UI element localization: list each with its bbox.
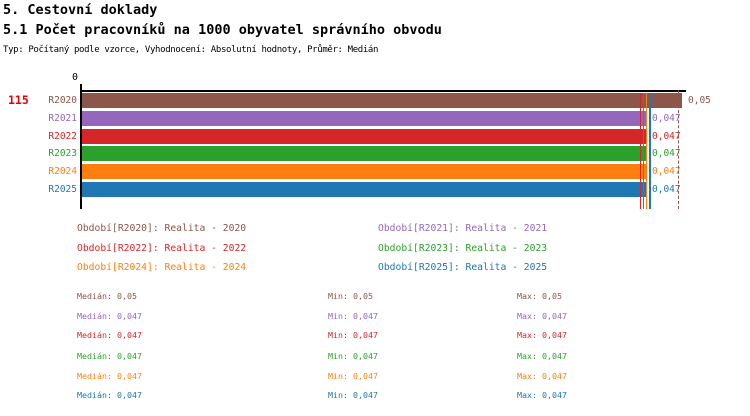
stat-median: Medián: 0,047 bbox=[77, 311, 142, 321]
bar bbox=[82, 128, 646, 144]
bar-category-label: R2021 bbox=[48, 112, 77, 124]
y-axis-line bbox=[80, 84, 82, 209]
marker-line bbox=[643, 93, 644, 209]
stat-median: Medián: 0,047 bbox=[77, 371, 142, 381]
legend-item: Období[R2022]: Realita - 2022 bbox=[77, 243, 247, 254]
bar-row: R2023 0,047 bbox=[0, 146, 750, 162]
axis-zero-tick-label: 0 bbox=[71, 72, 79, 83]
bar-category-label: R2022 bbox=[48, 130, 77, 142]
marker-line bbox=[649, 93, 651, 209]
legend-item: Období[R2023]: Realita - 2023 bbox=[378, 243, 548, 254]
stat-max: Max: 0,047 bbox=[517, 330, 567, 340]
stat-median: Medián: 0,047 bbox=[77, 330, 142, 340]
chart-meta-line: Typ: Počítaný podle vzorce, Vyhodnocení:… bbox=[3, 45, 379, 55]
stat-min: Min: 0,047 bbox=[328, 330, 378, 340]
stat-max: Max: 0,047 bbox=[517, 351, 567, 361]
bar-value-label: 0,047 bbox=[652, 112, 681, 124]
section-title: 5. Cestovní doklady bbox=[3, 2, 158, 18]
marker-line bbox=[646, 93, 647, 209]
stat-max: Max: 0,05 bbox=[517, 291, 562, 301]
stat-median: Medián: 0,05 bbox=[77, 291, 137, 301]
x-axis-line bbox=[80, 90, 686, 92]
stat-min: Min: 0,047 bbox=[328, 311, 378, 321]
bar-category-label: R2020 bbox=[48, 95, 77, 106]
bar-row: R2020 0,05 bbox=[0, 93, 750, 108]
bar-value-label: 0,047 bbox=[652, 130, 681, 142]
bar bbox=[82, 146, 646, 162]
stat-min: Min: 0,05 bbox=[328, 291, 373, 301]
bar-row: R2021 0,047 bbox=[0, 110, 750, 126]
bar-category-label: R2025 bbox=[48, 184, 77, 195]
bar bbox=[82, 164, 646, 180]
stat-median: Medián: 0,047 bbox=[77, 351, 142, 361]
legend-item: Období[R2020]: Realita - 2020 bbox=[77, 223, 247, 234]
row-count-annotation: 115 bbox=[8, 93, 29, 107]
bar-row: R2025 0,047 bbox=[0, 182, 750, 197]
bar-value-label: 0,047 bbox=[652, 184, 681, 195]
marker-line bbox=[678, 90, 679, 209]
bar-value-label: 0,047 bbox=[652, 166, 681, 178]
stat-max: Max: 0,047 bbox=[517, 311, 567, 321]
stat-median: Medián: 0,047 bbox=[77, 390, 142, 400]
legend-item: Období[R2024]: Realita - 2024 bbox=[77, 262, 247, 273]
bar-row: R2022 0,047 bbox=[0, 128, 750, 144]
bar-category-label: R2023 bbox=[48, 148, 77, 160]
bar bbox=[82, 110, 646, 126]
marker-line bbox=[640, 93, 641, 209]
stat-min: Min: 0,047 bbox=[328, 371, 378, 381]
legend-item: Období[R2025]: Realita - 2025 bbox=[378, 262, 548, 273]
bar bbox=[82, 93, 682, 108]
bar-category-label: R2024 bbox=[48, 166, 77, 178]
stat-max: Max: 0,047 bbox=[517, 371, 567, 381]
chart-title: 5.1 Počet pracovníků na 1000 obyvatel sp… bbox=[3, 22, 442, 38]
bar-row: R2024 0,047 bbox=[0, 164, 750, 180]
bar-value-label: 0,047 bbox=[652, 148, 681, 160]
stat-min: Min: 0,047 bbox=[328, 390, 378, 400]
bar bbox=[82, 182, 646, 197]
stat-min: Min: 0,047 bbox=[328, 351, 378, 361]
legend-item: Období[R2021]: Realita - 2021 bbox=[378, 223, 548, 234]
stat-max: Max: 0,047 bbox=[517, 390, 567, 400]
bar-value-label: 0,05 bbox=[688, 95, 711, 106]
